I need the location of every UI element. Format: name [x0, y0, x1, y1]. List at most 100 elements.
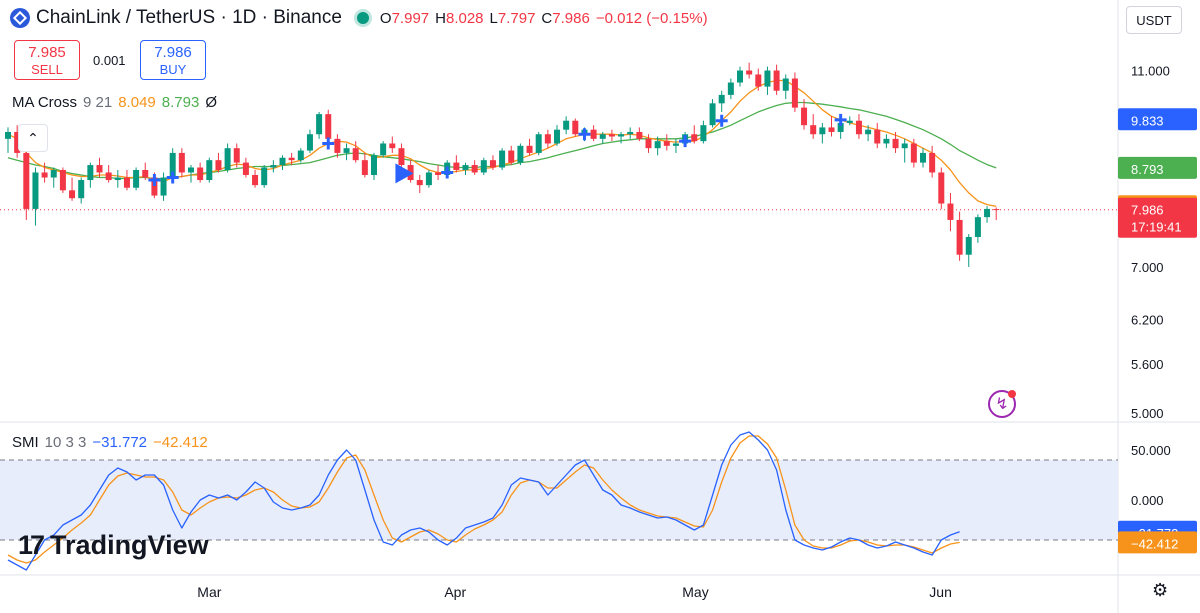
candle-body	[627, 131, 634, 135]
buy-button[interactable]: 7.986 BUY	[140, 40, 206, 80]
candle-body	[14, 131, 21, 153]
spread-value: 0.001	[93, 53, 126, 68]
tradingview-logo[interactable]: 17 TradingView	[18, 530, 209, 561]
candle-body	[23, 152, 30, 209]
candle-body	[755, 74, 762, 87]
signals	[148, 113, 847, 187]
notification-dot	[1008, 390, 1016, 398]
candle-body	[764, 70, 771, 87]
candles	[5, 62, 1000, 267]
candle-body	[435, 172, 442, 175]
smi-marker-text: −42.412	[1131, 536, 1178, 551]
ma-cross-legend[interactable]: MA Cross 9 21 8.049 8.793 Ø	[12, 94, 217, 111]
candle-body	[242, 162, 249, 175]
candle-body	[425, 172, 432, 186]
smi-lines	[7, 431, 960, 571]
candle-body	[325, 114, 332, 139]
candle-body	[499, 150, 506, 168]
candle-body	[801, 107, 808, 126]
ma-slow-value: 8.793	[161, 94, 200, 111]
smi-params: 10 3 3	[44, 434, 87, 451]
cross-signal-icon	[322, 137, 335, 150]
smi-legend[interactable]: SMI 10 3 3 −31.772 −42.412	[12, 434, 208, 451]
candle-body	[224, 148, 231, 170]
currency-button[interactable]: USDT	[1126, 6, 1182, 34]
candle-body	[178, 152, 185, 173]
chainlink-icon	[10, 8, 30, 28]
candle-body	[32, 172, 39, 209]
candle-body	[306, 134, 313, 151]
tradingview-mark-icon: 17	[18, 530, 45, 560]
last-price-marker-text: 17:19:41	[1131, 220, 1182, 235]
bolt-icon[interactable]: ↯	[988, 390, 1016, 418]
candle-body	[297, 150, 304, 161]
candle-body	[343, 148, 350, 153]
candle-body	[261, 167, 268, 186]
time-axis: Mar Apr May Jun	[197, 584, 952, 600]
candle-body	[874, 129, 881, 144]
candle-body	[526, 145, 533, 153]
candle-body	[819, 127, 826, 135]
ma-params: 9 21	[83, 94, 113, 111]
candle-body	[288, 157, 295, 161]
price-marker	[1118, 108, 1197, 131]
candle-body	[279, 157, 286, 166]
candle-body	[709, 103, 716, 126]
price-marker	[1118, 156, 1197, 179]
chevron-up-icon[interactable]: ⌃	[18, 124, 48, 152]
candle-body	[608, 134, 615, 137]
candle-body	[142, 169, 149, 178]
smi-marker	[1118, 531, 1197, 554]
candle-body	[938, 172, 945, 204]
candle-body	[462, 165, 469, 170]
smi-value: −31.772	[92, 434, 148, 451]
gear-icon[interactable]: ⚙	[1152, 580, 1169, 600]
buy-label: BUY	[159, 62, 187, 77]
last-price-marker	[1118, 197, 1197, 238]
candle-body	[535, 134, 542, 153]
smi-line	[7, 431, 960, 571]
candle-body	[508, 150, 515, 163]
sell-label: SELL	[31, 62, 63, 77]
candle-body	[590, 129, 597, 139]
symbol-title[interactable]: ChainLink / TetherUS · 1D · Binance	[36, 7, 342, 28]
candle-body	[133, 169, 140, 188]
candle-body	[215, 160, 222, 170]
candle-body	[865, 129, 872, 135]
candle-body	[910, 143, 917, 163]
candle-body	[471, 165, 478, 173]
sell-button[interactable]: 7.985 SELL	[14, 40, 80, 80]
candle-body	[892, 138, 899, 149]
candle-body	[352, 148, 359, 161]
candle-body	[233, 148, 240, 163]
smi-signal-line	[7, 435, 960, 564]
candle-body	[984, 208, 991, 218]
candle-body	[554, 129, 560, 144]
candle-body	[87, 165, 94, 181]
candle-body	[389, 143, 396, 149]
candle-body	[883, 138, 890, 144]
candle-body	[572, 120, 579, 135]
candle-body	[151, 177, 158, 196]
candle-body	[544, 134, 551, 144]
symbol-header[interactable]: ChainLink / TetherUS · 1D · Binance O7.9…	[10, 7, 708, 29]
cross-signal-icon	[441, 166, 454, 179]
buy-price: 7.986	[154, 44, 192, 61]
price-axis: 11.000 7.000 6.200 5.600 5.000 50.000 0.000 9.8…	[1118, 64, 1197, 554]
candle-body	[69, 190, 76, 199]
smi-band	[0, 459, 1118, 541]
candle-body	[5, 131, 11, 139]
ma-na-value: Ø	[205, 94, 217, 111]
cross-signal-icon	[715, 114, 728, 127]
ma-name: MA Cross	[12, 94, 78, 111]
candle-body	[993, 209, 1000, 211]
time-tick-label: May	[682, 584, 708, 600]
candle-body	[398, 148, 405, 166]
smi-tick-label: 0.000	[1131, 493, 1164, 508]
candle-body	[599, 134, 606, 139]
candle-body	[316, 114, 323, 135]
candle-body	[837, 122, 844, 132]
candle-body	[50, 169, 57, 178]
candle-body	[965, 236, 972, 255]
